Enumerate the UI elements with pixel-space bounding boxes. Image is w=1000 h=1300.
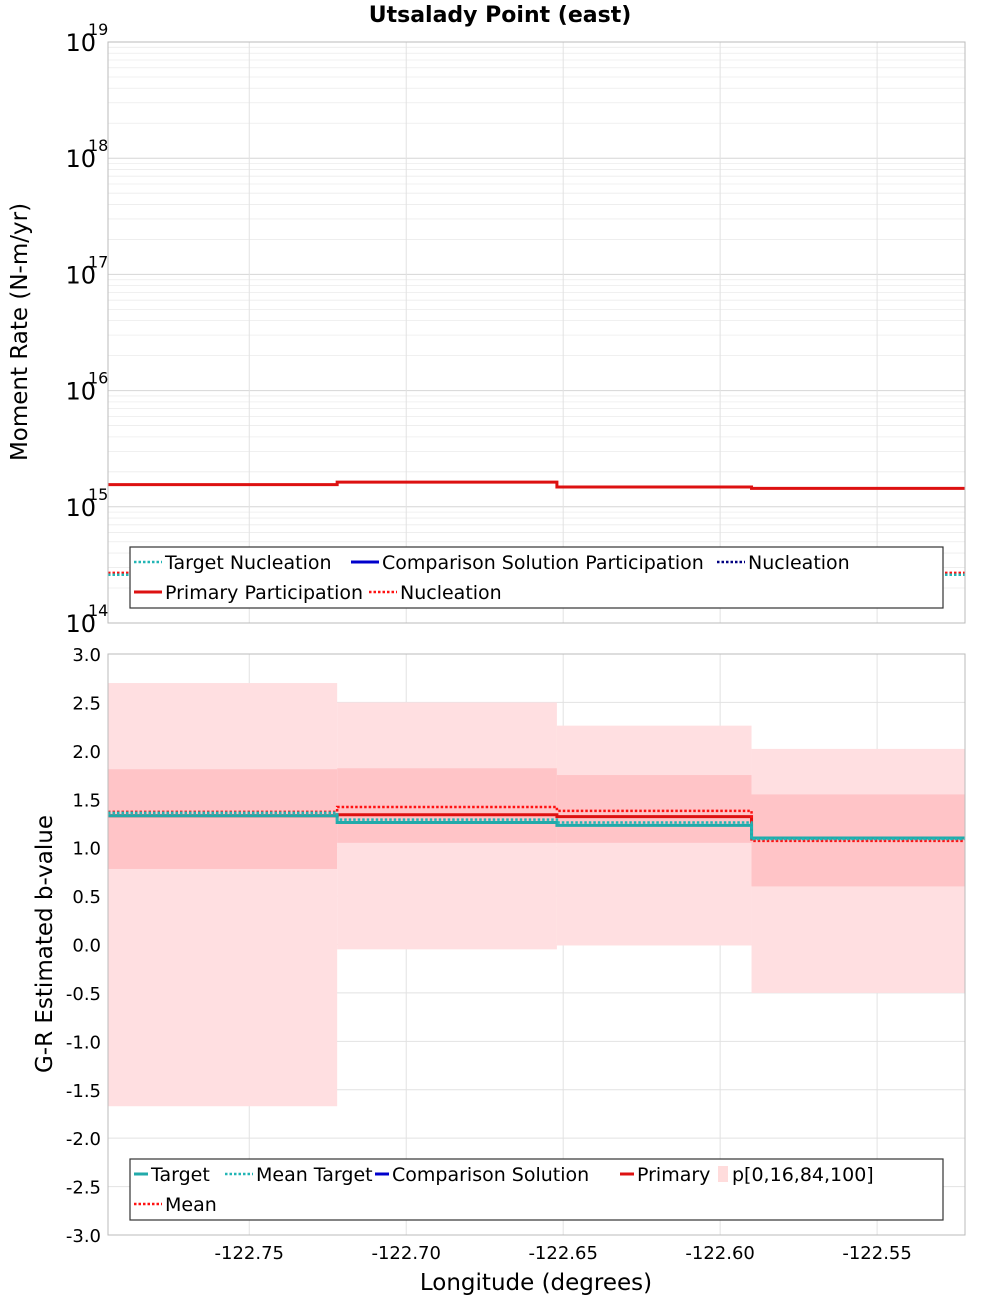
top-y-tick-label: 10 xyxy=(65,29,96,57)
top-y-tick-label: 10 xyxy=(65,494,96,522)
chart-title: Utsalady Point (east) xyxy=(369,3,632,28)
bottom-y-axis-label: G-R Estimated b-value xyxy=(32,815,58,1073)
bottom-y-tick-label: -0.5 xyxy=(66,984,101,1005)
top-legend-label: Primary Participation xyxy=(165,582,363,604)
bottom-legend-label: Comparison Solution xyxy=(392,1164,589,1186)
x-axis-label: Longitude (degrees) xyxy=(420,1270,652,1296)
top-y-tick-exponent: 14 xyxy=(88,601,108,620)
percentile-band-inner xyxy=(556,775,752,843)
top-y-tick-label: 10 xyxy=(65,378,96,406)
top-y-axis-label: Moment Rate (N-m/yr) xyxy=(7,203,33,461)
x-tick-label: -122.55 xyxy=(842,1243,911,1264)
top-plot-area xyxy=(108,42,965,623)
bottom-legend-label: Target xyxy=(150,1164,210,1186)
top-y-tick-exponent: 16 xyxy=(88,369,108,388)
bottom-y-tick-label: -2.5 xyxy=(66,1178,101,1199)
bottom-legend-label: Mean Target xyxy=(256,1164,373,1186)
bottom-y-tick-label: -1.5 xyxy=(66,1081,101,1102)
bottom-legend-label: p[0,16,84,100] xyxy=(732,1164,874,1186)
top-legend-label: Comparison Solution Participation xyxy=(382,552,704,574)
bottom-legend-label: Mean xyxy=(165,1194,217,1216)
top-y-tick-label: 10 xyxy=(65,261,96,289)
top-y-tick-exponent: 18 xyxy=(88,136,108,155)
x-tick-label: -122.75 xyxy=(215,1243,284,1264)
x-tick-label: -122.65 xyxy=(528,1243,597,1264)
bottom-y-tick-label: 2.5 xyxy=(72,693,101,714)
bottom-y-tick-label: 3.0 xyxy=(72,645,101,666)
bottom-panel: 3.0 2.5 2.0 1.5 1.0 0.5 0.0 -0.5 -1.0 -1.5 -2.0 -2.… xyxy=(66,645,966,1264)
bottom-y-tick-label: -3.0 xyxy=(66,1226,101,1247)
top-legend-label: Nucleation xyxy=(748,552,850,574)
top-y-tick-exponent: 15 xyxy=(88,485,108,504)
bottom-y-tick-label: 0.5 xyxy=(72,887,101,908)
top-legend-label: Target Nucleation xyxy=(164,552,332,574)
top-plot-frame xyxy=(107,41,966,624)
bottom-series-mean-target xyxy=(108,811,965,841)
x-tick-label: -122.60 xyxy=(685,1243,754,1264)
bottom-y-tick-label: -2.0 xyxy=(66,1129,101,1150)
bottom-y-tick-label: 0.0 xyxy=(72,936,101,957)
percentile-band-inner xyxy=(108,769,338,869)
top-y-tick-exponent: 19 xyxy=(88,20,108,39)
top-legend-box xyxy=(129,546,944,609)
top-legend-label: Nucleation xyxy=(400,582,502,604)
top-y-tick-label: 10 xyxy=(65,145,96,173)
bottom-y-tick-label: 1.0 xyxy=(72,839,101,860)
percentile-band-inner xyxy=(337,768,557,843)
bottom-legend-swatch xyxy=(718,1166,728,1182)
bottom-y-tick-label: -1.0 xyxy=(66,1032,101,1053)
bottom-y-tick-label: 2.0 xyxy=(72,742,101,763)
top-series-primary-participation xyxy=(108,480,965,490)
bottom-y-tick-label: 1.5 xyxy=(72,790,101,811)
top-y-tick-exponent: 17 xyxy=(88,252,108,271)
percentile-band-outer xyxy=(108,683,338,1107)
bottom-plot-frame xyxy=(107,653,966,1236)
bottom-legend-box xyxy=(129,1158,944,1221)
top-y-tick-label: 10 xyxy=(65,610,96,638)
bottom-legend-label: Primary xyxy=(637,1164,710,1186)
x-tick-label: -122.70 xyxy=(371,1243,440,1264)
